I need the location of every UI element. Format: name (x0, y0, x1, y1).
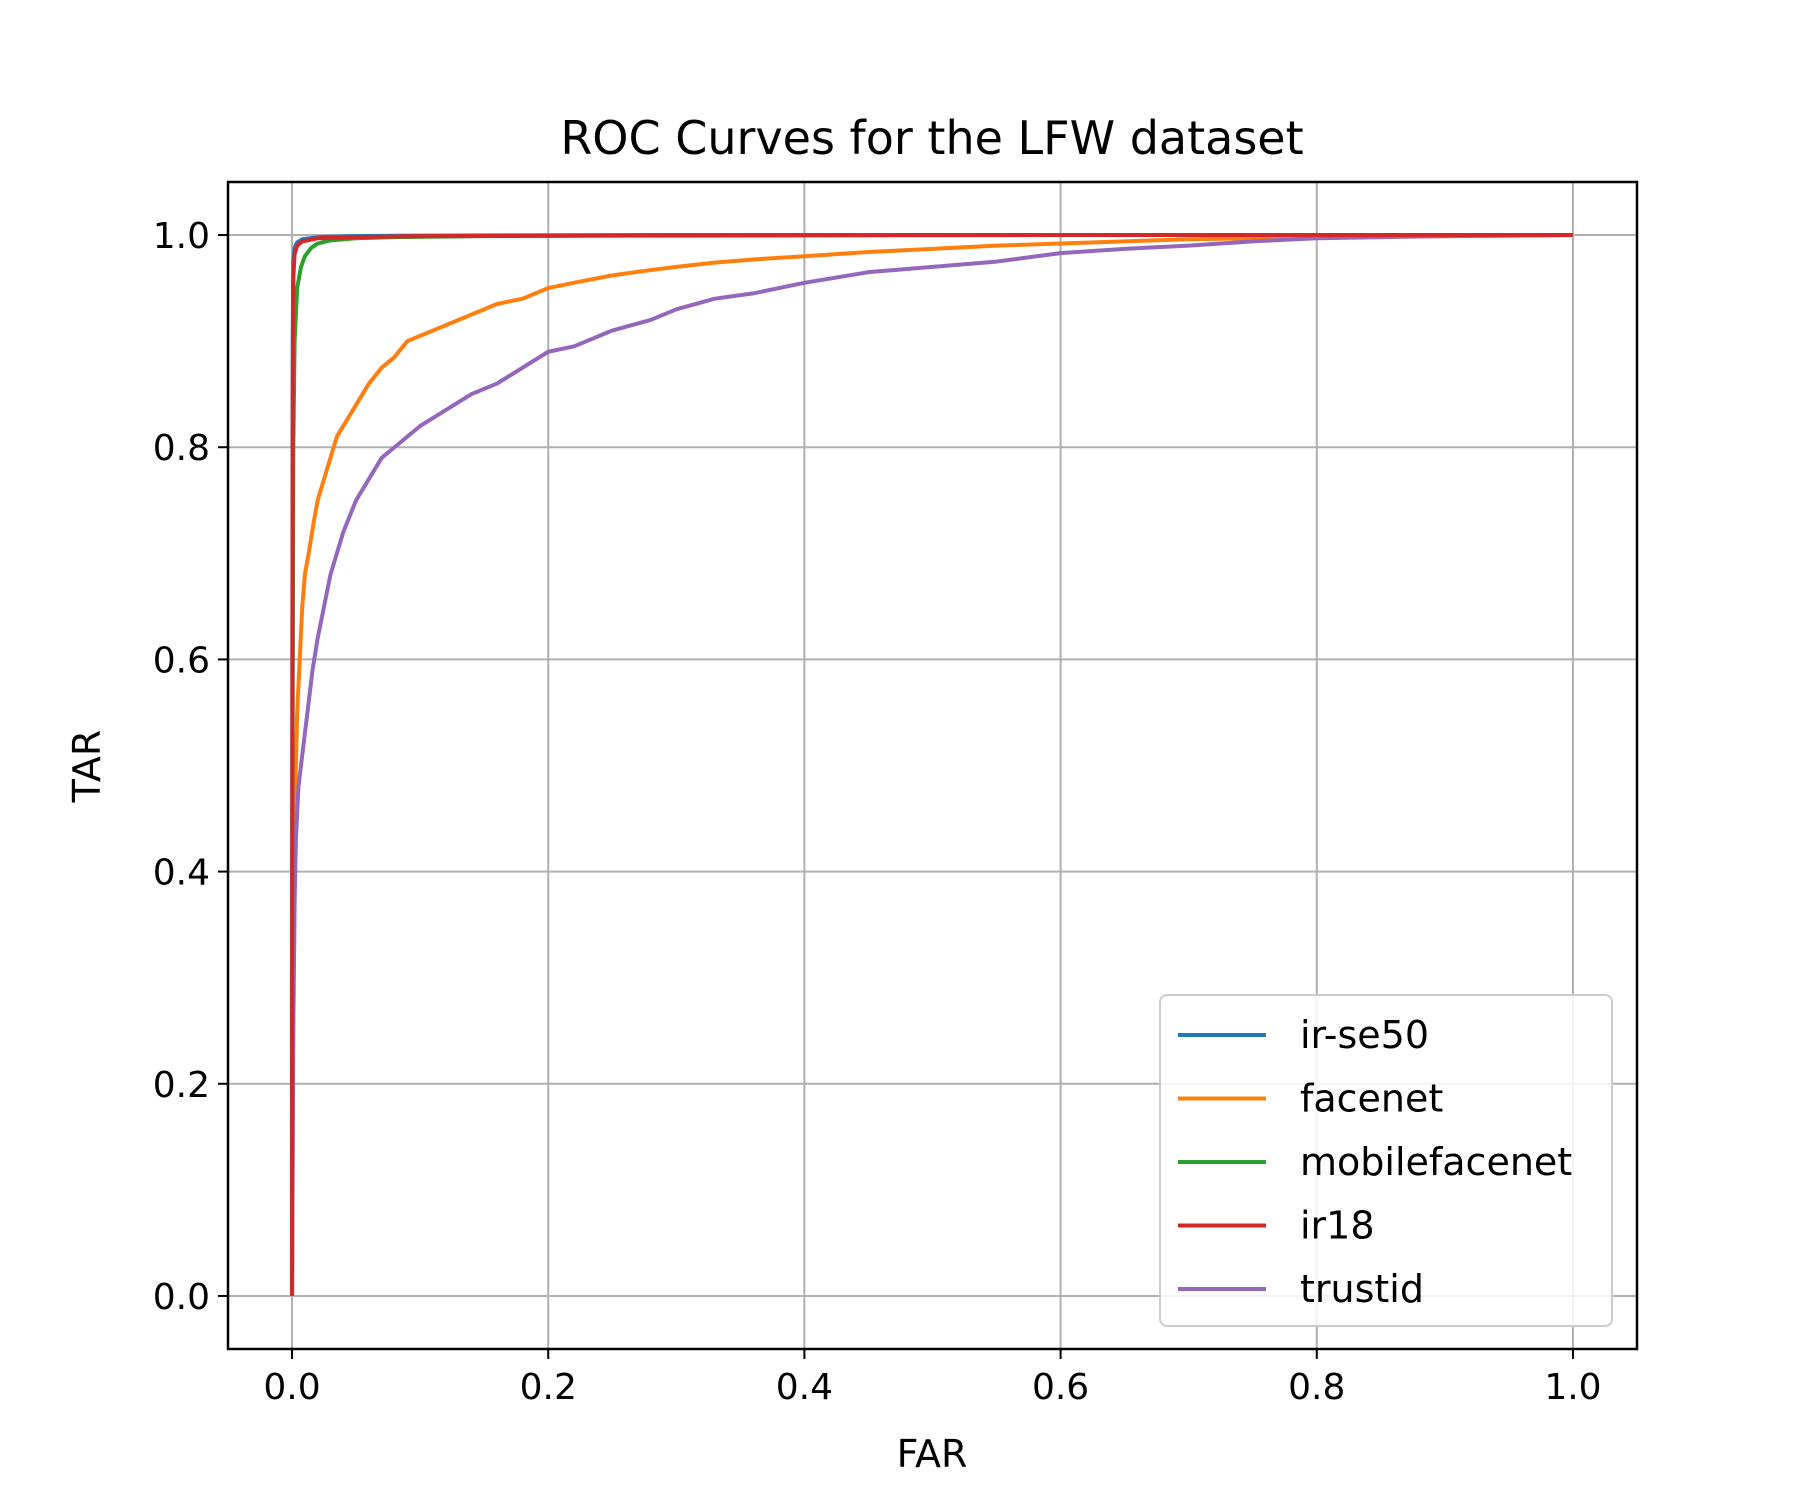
y-tick-label: 0.2 (153, 1065, 210, 1106)
series-line-trustid (290, 233, 1573, 1296)
x-tick-label: 0.4 (776, 1367, 833, 1408)
x-tick-label: 0.0 (263, 1367, 320, 1408)
legend: ir-se50 facenet mobilefacenet ir18 trustid (1159, 994, 1613, 1327)
x-tick-label: 0.8 (1288, 1367, 1345, 1408)
legend-label-ir-se50: ir-se50 (1300, 1013, 1429, 1057)
x-axis-label: FAR (897, 1432, 968, 1476)
y-tick-label: 0.6 (153, 640, 210, 681)
series-line-facenet (290, 233, 1573, 1296)
legend-box (1159, 994, 1613, 1327)
y-tick-label: 0.0 (153, 1277, 210, 1318)
legend-label-mobilefacenet: mobilefacenet (1300, 1140, 1572, 1184)
x-tick-label: 0.2 (520, 1367, 577, 1408)
y-tick-label: 0.4 (153, 853, 210, 894)
y-axis-label: TAR (65, 730, 109, 804)
x-tick-label: 0.6 (1032, 1367, 1089, 1408)
legend-items: ir-se50 facenet mobilefacenet ir18 trustid (1178, 1013, 1572, 1311)
plot-frame (226, 180, 1639, 1351)
x-axis-ticks: 0.0 0.2 0.4 0.6 0.8 1.0 (263, 1349, 1602, 1408)
legend-label-ir18: ir18 (1300, 1204, 1375, 1248)
legend-label-trustid: trustid (1300, 1267, 1424, 1311)
y-tick-label: 0.8 (153, 428, 210, 469)
series-lines (290, 233, 1573, 1296)
chart-title: ROC Curves for the LFW dataset (560, 111, 1303, 165)
x-tick-label: 1.0 (1544, 1367, 1601, 1408)
y-tick-label: 1.0 (153, 216, 210, 257)
y-axis-ticks: 0.0 0.2 0.4 0.6 0.8 1.0 (153, 216, 228, 1318)
legend-label-facenet: facenet (1300, 1077, 1443, 1121)
series-line-ir18 (290, 233, 1573, 1296)
